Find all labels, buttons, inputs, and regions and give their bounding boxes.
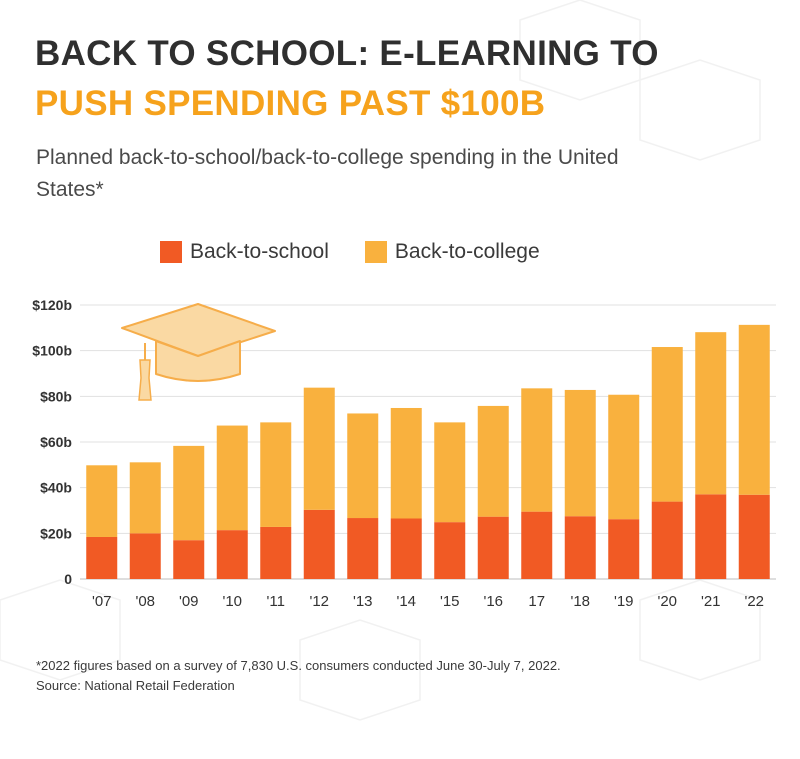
bar-back-to-college [434, 422, 466, 523]
y-tick-label: $20b [40, 525, 72, 541]
x-tick-label: '08 [135, 593, 155, 610]
bar-back-to-college [216, 425, 248, 531]
legend-label-back-to-school: Back-to-school [190, 240, 329, 263]
legend-swatch-back-to-college [364, 241, 387, 263]
y-tick-label: $40b [40, 480, 72, 496]
bar-back-to-college [173, 445, 205, 541]
footnote-source: Source: National Retail Federation [36, 678, 235, 693]
bar-back-to-school [695, 494, 727, 579]
x-tick-label: '15 [440, 593, 460, 610]
bar-back-to-college [129, 462, 161, 534]
subtitle: Planned back-to-school/back-to-college s… [36, 146, 619, 201]
graduation-cap-icon [121, 303, 276, 401]
x-tick-label: '13 [353, 593, 373, 610]
x-tick-label: '19 [614, 593, 634, 610]
footnote-survey-note: *2022 figures based on a survey of 7,830… [36, 658, 561, 673]
bar-back-to-college [608, 394, 640, 520]
x-axis-ticks: '07 '08 '09 '10 '11 '12 '13 '14 '15 '16 17 '18 '19 '2… [92, 593, 764, 610]
bar-back-to-college [477, 405, 509, 517]
bar-back-to-school [738, 494, 770, 579]
bar-back-to-school [303, 509, 335, 579]
y-tick-label: $120b [32, 297, 72, 313]
x-tick-label: '12 [309, 593, 329, 610]
legend-item-back-to-college: Back-to-college [364, 240, 540, 264]
bars [86, 324, 770, 579]
title-line-2: PUSH SPENDING PAST $100B [35, 84, 546, 123]
stacked-bar-chart: 0 $20b $40b $60b $80b $100b $120b '07 '08 '09 '10… [32, 297, 776, 610]
bar-back-to-college [651, 347, 683, 502]
y-tick-label: $80b [40, 388, 72, 404]
bar-back-to-school [651, 501, 683, 579]
y-tick-label: 0 [64, 571, 72, 587]
bar-back-to-school [390, 518, 422, 579]
x-tick-label: 17 [528, 593, 545, 610]
x-tick-label: '14 [396, 593, 416, 610]
bar-back-to-college [260, 422, 292, 527]
y-tick-label: $60b [40, 434, 72, 450]
bar-back-to-school [260, 526, 292, 579]
bar-back-to-school [129, 533, 161, 579]
x-tick-label: '09 [179, 593, 199, 610]
bar-back-to-college [521, 388, 553, 512]
x-tick-label: '11 [267, 593, 285, 610]
bar-back-to-school [564, 516, 596, 579]
x-tick-label: '21 [701, 593, 721, 610]
footnote: *2022 figures based on a survey of 7,830… [36, 656, 776, 696]
legend-swatch-back-to-school [160, 241, 182, 263]
bar-back-to-school [521, 511, 553, 579]
bar-back-to-college [86, 465, 118, 537]
bar-back-to-college [390, 407, 422, 519]
chart-legend: Back-to-school Back-to-college [160, 240, 576, 264]
legend-label-back-to-college: Back-to-college [394, 240, 540, 263]
bar-back-to-school [173, 540, 205, 579]
legend-item-back-to-school: Back-to-school [160, 240, 329, 264]
bar-back-to-college [695, 332, 727, 495]
x-tick-label: '07 [92, 593, 112, 610]
x-tick-label: '22 [744, 593, 764, 610]
title-line-1: BACK TO SCHOOL: E-LEARNING TO [35, 34, 659, 73]
y-tick-label: $100b [32, 343, 72, 359]
x-tick-label: '20 [657, 593, 677, 610]
bar-back-to-college [347, 413, 379, 519]
bar-back-to-school [347, 518, 379, 579]
bar-back-to-college [564, 389, 596, 517]
x-tick-label: '16 [483, 593, 503, 610]
bar-back-to-school [477, 516, 509, 579]
y-axis-ticks: 0 $20b $40b $60b $80b $100b $120b [32, 297, 72, 587]
x-tick-label: '18 [570, 593, 590, 610]
bar-back-to-school [608, 519, 640, 579]
bar-back-to-school [86, 536, 118, 579]
bar-back-to-school [216, 530, 248, 579]
bar-back-to-college [738, 324, 770, 495]
bar-back-to-school [434, 522, 466, 579]
bar-back-to-college [303, 387, 335, 510]
x-tick-label: '10 [222, 593, 242, 610]
